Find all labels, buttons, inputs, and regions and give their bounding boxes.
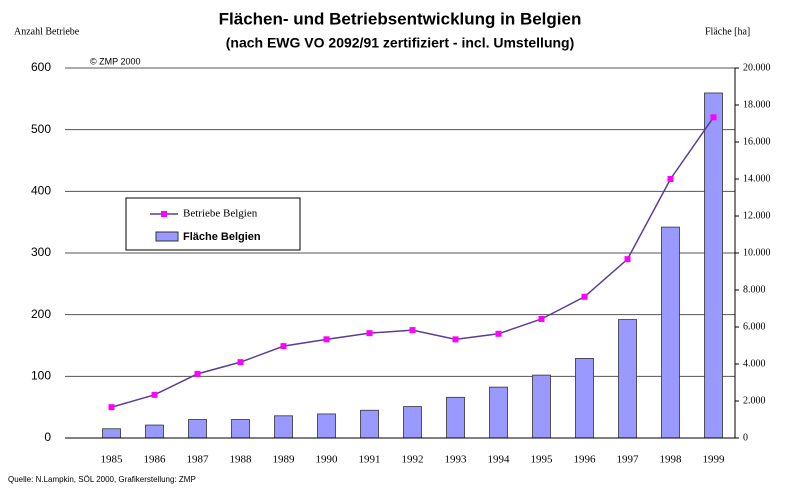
- bar: [360, 409, 379, 439]
- legend-label: Fläche Belgien: [183, 231, 261, 243]
- y2-tick-label: 16.000: [743, 136, 771, 147]
- line-marker: [280, 343, 287, 350]
- y2-tick-label: 12.000: [743, 210, 771, 221]
- line-marker: [538, 315, 545, 322]
- bar: [489, 386, 508, 439]
- y-tick-label: 300: [31, 245, 51, 259]
- x-tick-label: 1992: [402, 454, 424, 466]
- y2-tick-label: 10.000: [743, 247, 771, 258]
- x-tick-label: 1990: [316, 454, 339, 466]
- x-tick-label: 1985: [101, 454, 124, 466]
- bar: [446, 396, 465, 439]
- x-tick-label: 1999: [703, 454, 726, 466]
- x-tick-label: 1994: [488, 454, 511, 466]
- x-tick-label: 1987: [187, 454, 210, 466]
- bar: [188, 419, 207, 439]
- chart-subtitle: (nach EWG VO 2092/91 zertifiziert - incl…: [226, 35, 575, 51]
- y2-axis-label: Fläche [ha]: [705, 26, 750, 37]
- bar: [102, 428, 121, 439]
- y2-tick-label: 4.000: [743, 358, 766, 369]
- y-tick-label: 100: [31, 369, 51, 383]
- y-tick-label: 600: [31, 60, 51, 74]
- bar: [317, 413, 336, 439]
- y2-tick-label: 8.000: [743, 284, 766, 295]
- x-tick-label: 1995: [531, 454, 554, 466]
- bar: [575, 358, 594, 439]
- line-marker: [624, 256, 631, 263]
- x-tick-label: 1997: [617, 454, 640, 466]
- y2-tick-label: 0: [743, 432, 748, 443]
- bar: [618, 319, 637, 439]
- line-marker: [452, 336, 459, 343]
- legend-marker-swatch: [161, 211, 167, 217]
- legend-label: Betriebe Belgien: [183, 208, 258, 220]
- chart-title: Flächen- und Betriebsentwicklung in Belg…: [219, 9, 582, 28]
- line-marker: [108, 404, 115, 411]
- legend: Betriebe Belgien Fläche Belgien: [125, 197, 301, 251]
- y2-tick-label: 14.000: [743, 173, 771, 184]
- legend-box: [125, 197, 301, 251]
- x-tick-label: 1989: [273, 454, 296, 466]
- x-tick-label: 1993: [445, 454, 468, 466]
- x-tick-label: 1991: [359, 454, 381, 466]
- line-marker: [151, 391, 158, 398]
- bar: [532, 374, 551, 439]
- line-marker: [194, 370, 201, 377]
- y2-tick-label: 2.000: [743, 395, 766, 406]
- line-marker: [495, 330, 502, 337]
- x-tick-label: 1988: [230, 454, 253, 466]
- x-tick-label: 1996: [574, 454, 597, 466]
- bar: [145, 424, 164, 439]
- bar: [661, 226, 680, 439]
- bar: [704, 92, 723, 439]
- y-tick-label: 500: [31, 122, 51, 136]
- y-axis-label: Anzahl Betriebe: [14, 26, 80, 37]
- line-marker: [581, 293, 588, 300]
- bar: [231, 419, 250, 439]
- x-tick-label: 1986: [144, 454, 167, 466]
- line-marker: [323, 336, 330, 343]
- y2-tick-label: 18.000: [743, 99, 771, 110]
- y-tick-label: 400: [31, 184, 51, 198]
- copyright-note: © ZMP 2000: [90, 56, 141, 66]
- x-tick-label: 1998: [660, 454, 683, 466]
- y-tick-label: 200: [31, 307, 51, 321]
- line-marker: [366, 330, 373, 337]
- legend-bar-swatch: [155, 231, 179, 242]
- bar: [403, 406, 422, 439]
- source-note: Quelle: N.Lampkin, SÖL 2000, Grafikerste…: [8, 475, 196, 484]
- bar: [274, 415, 293, 439]
- line-marker: [667, 176, 674, 182]
- y2-tick-label: 20.000: [743, 62, 771, 73]
- y2-tick-label: 6.000: [743, 321, 766, 332]
- line-marker: [710, 114, 717, 121]
- line-marker: [409, 327, 416, 334]
- line-marker: [237, 359, 244, 366]
- y-tick-label: 0: [44, 430, 51, 444]
